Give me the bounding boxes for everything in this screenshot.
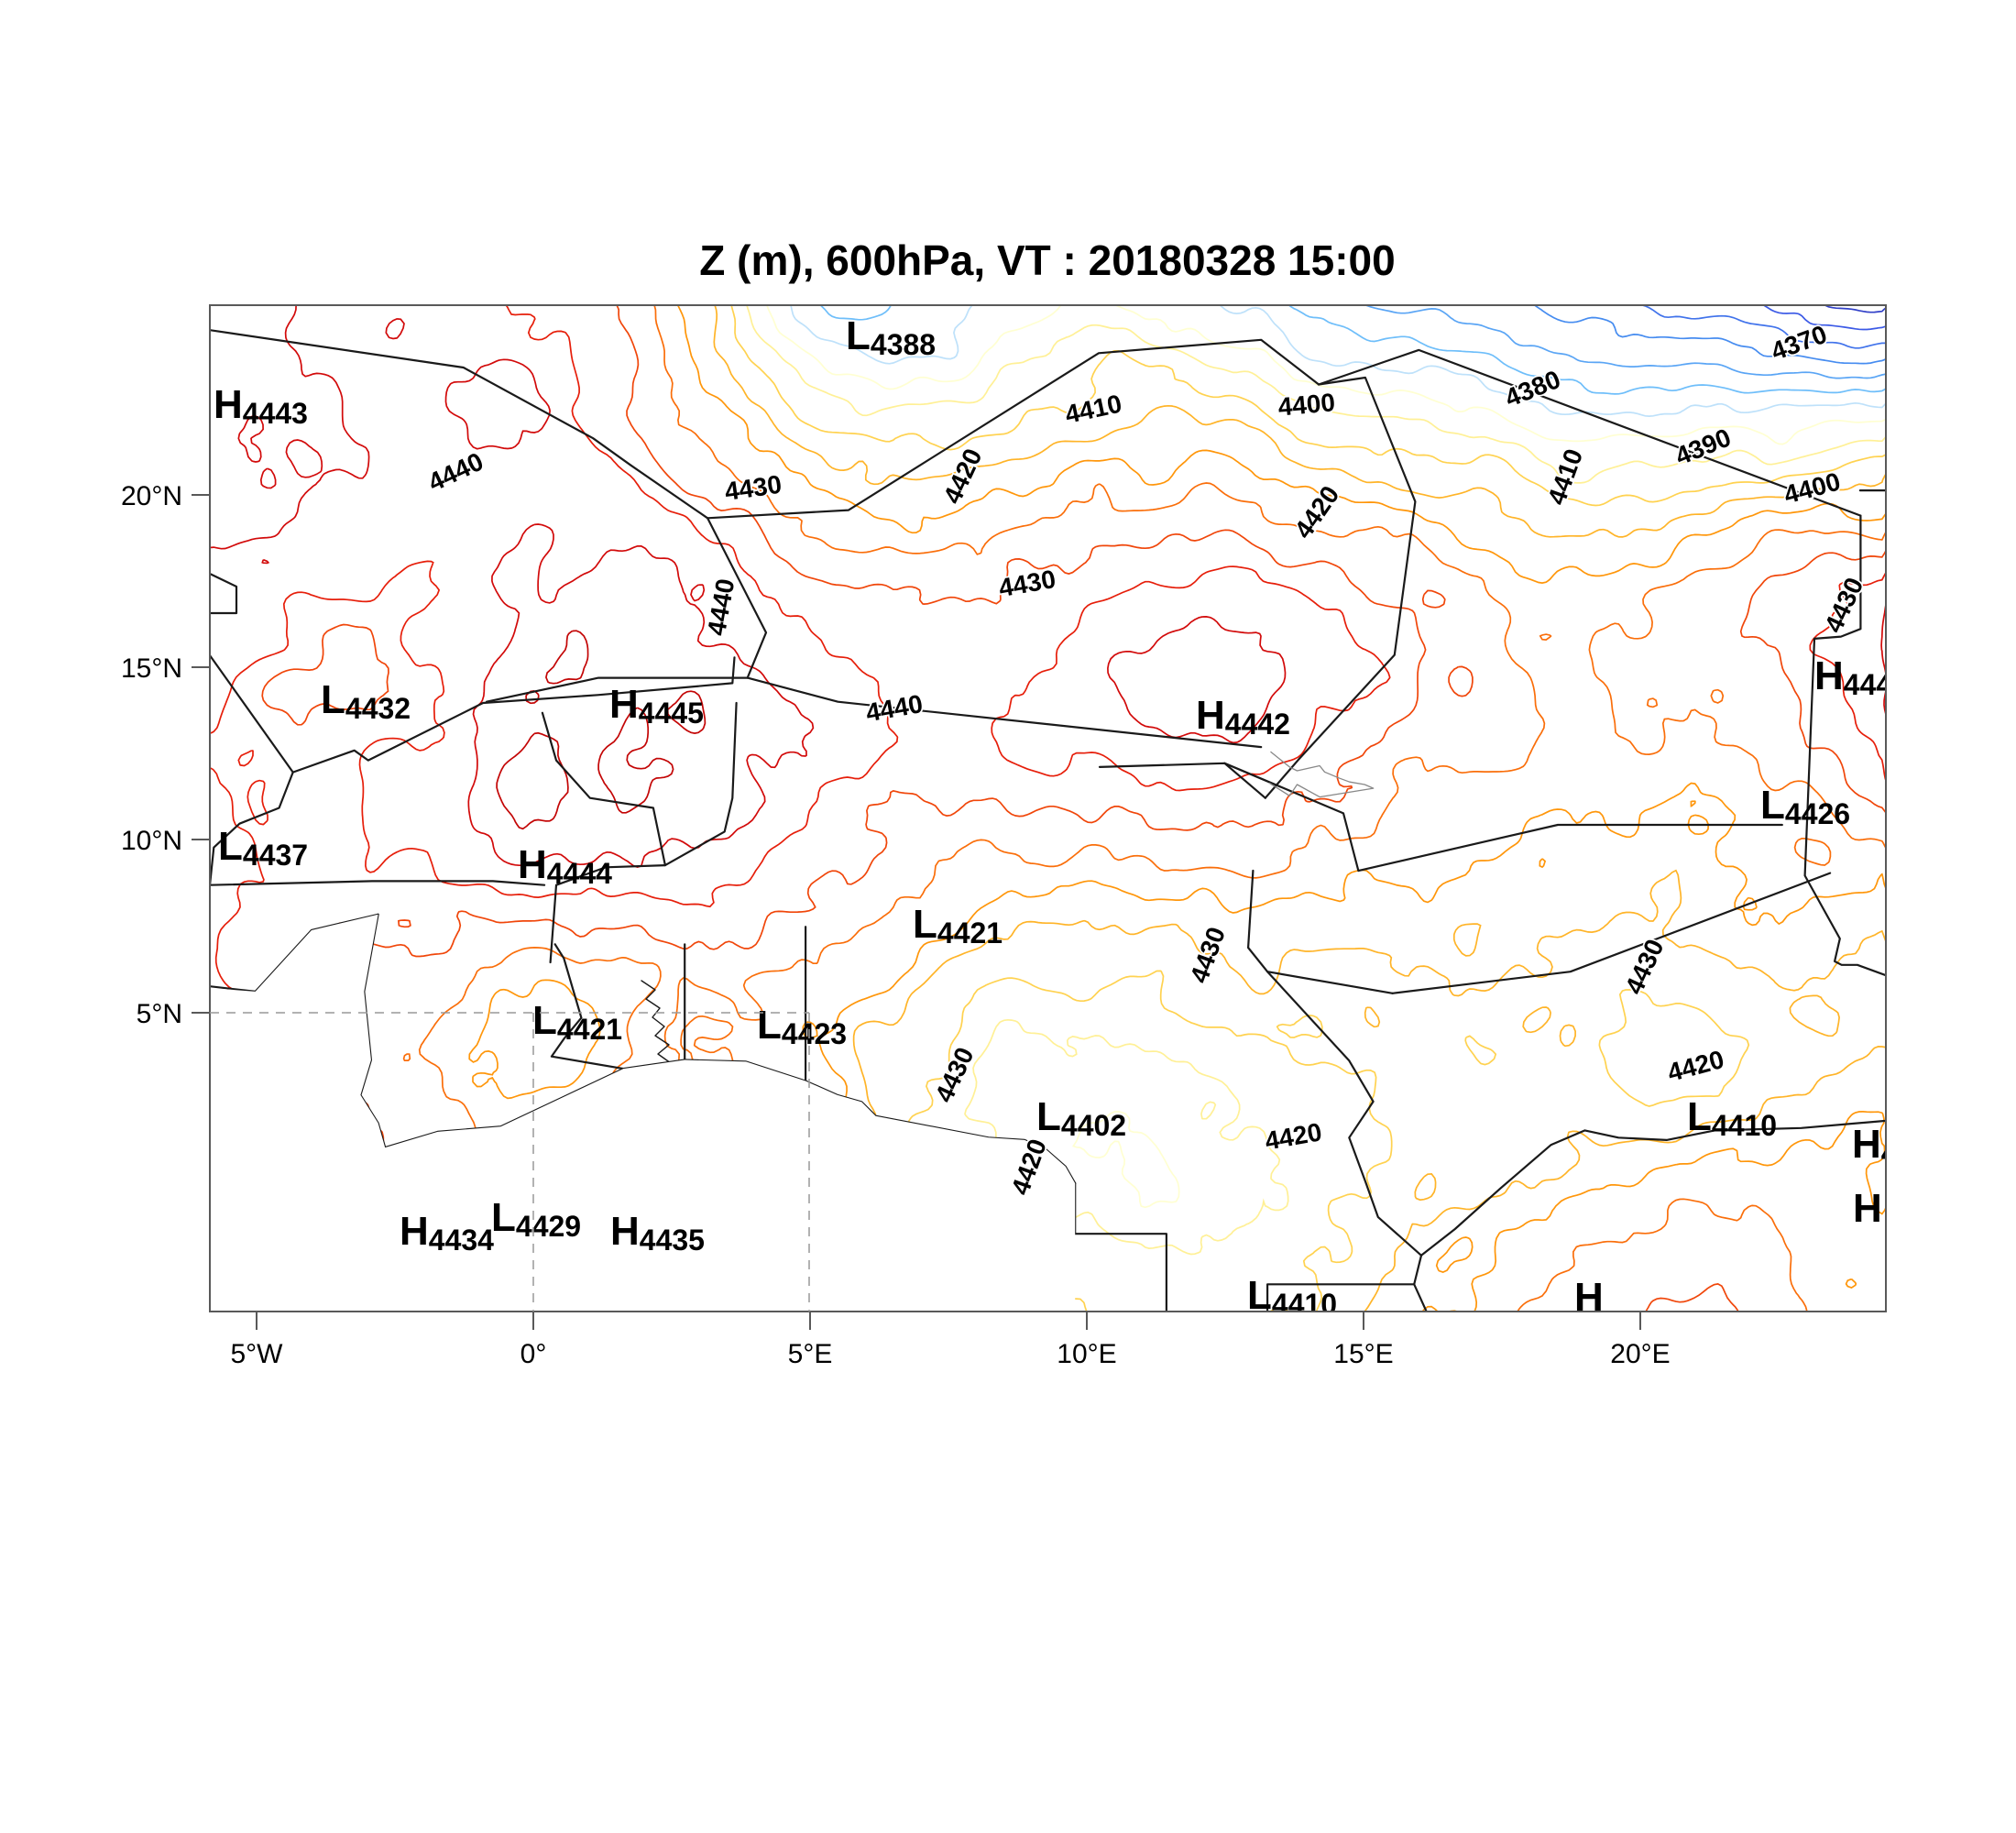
svg-text:0°: 0° [520,1339,547,1369]
svg-text:20°N: 20°N [121,481,182,511]
svg-text:H: H [1853,1186,1882,1231]
svg-text:10°N: 10°N [121,826,182,856]
svg-text:5°W: 5°W [231,1339,284,1369]
svg-text:15°E: 15°E [1333,1339,1393,1369]
svg-text:20°E: 20°E [1610,1339,1670,1369]
svg-text:5°E: 5°E [788,1339,833,1369]
svg-text:10°E: 10°E [1057,1339,1116,1369]
svg-text:4400: 4400 [1276,388,1336,421]
svg-text:5°N: 5°N [137,999,182,1029]
svg-text:15°N: 15°N [121,653,182,684]
svg-text:Z (m), 600hPa, VT : 20180328: Z (m), 600hPa, VT : 20180328 15:00 [699,236,1395,284]
